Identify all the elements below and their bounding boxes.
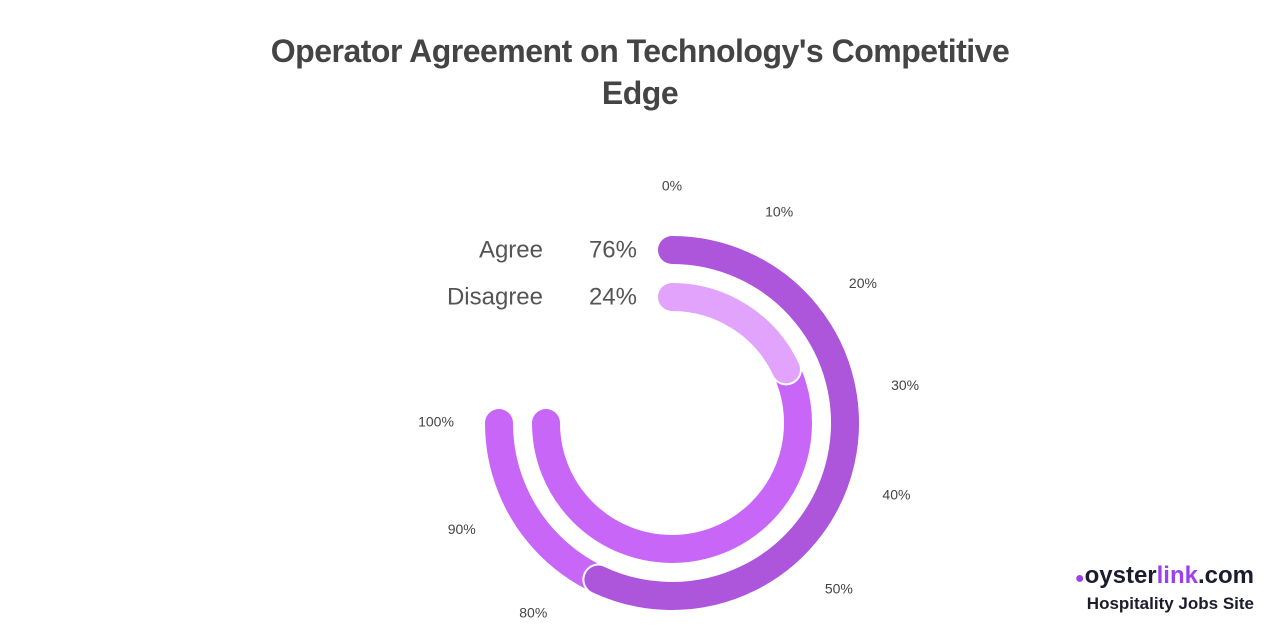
logo: ●oysterlink.com Hospitality Jobs Site [1075,562,1254,614]
logo-tagline: Hospitality Jobs Site [1086,594,1254,613]
value-label: 24% [589,283,637,310]
legend-label: Disagree [447,283,543,310]
tick-label: 40% [882,487,910,503]
bar [584,236,859,610]
logo-name: oyster [1084,562,1157,589]
tick-label: 10% [765,203,793,219]
tick-label: 0% [662,178,682,194]
legend-label: Agree [479,236,543,263]
tick-label: 20% [849,275,877,291]
value-label: 76% [589,236,637,263]
logo-name-accent: link [1156,562,1198,589]
tick-label: 100% [418,414,454,430]
tick-label: 30% [891,377,919,393]
logo-name-end: .com [1197,562,1254,589]
logo-brand: ●oysterlink.com [1074,562,1254,589]
chart-title: Operator Agreement on Technology's Compe… [270,33,1010,111]
tick-label: 90% [448,521,476,537]
tick-label: 50% [825,581,853,597]
bar [658,283,801,384]
tick-label: 80% [519,605,547,621]
